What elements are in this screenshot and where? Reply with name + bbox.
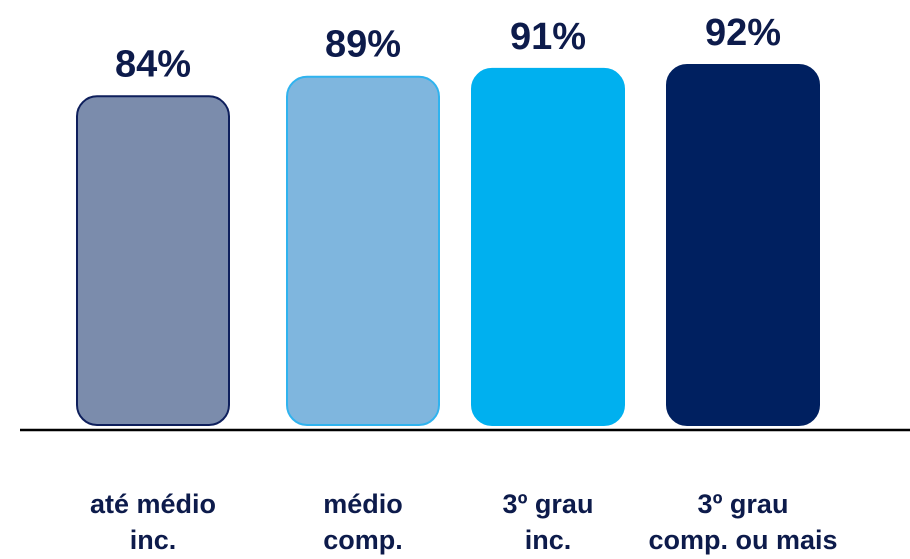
bar-1 bbox=[76, 95, 230, 426]
value-label-1: 84% bbox=[115, 43, 191, 85]
bar-4 bbox=[666, 64, 820, 426]
value-label-2: 89% bbox=[325, 24, 401, 66]
category-label-ate-medio-inc: até médio inc. bbox=[89, 489, 217, 556]
category-label-3-grau-inc: 3º grau inc. bbox=[502, 489, 594, 556]
bar-2 bbox=[286, 75, 440, 426]
value-label-4: 92% bbox=[705, 12, 781, 54]
bar-3 bbox=[471, 67, 625, 426]
category-label-3-grau-comp-ou-mais: 3º grau comp. ou mais bbox=[648, 489, 838, 556]
category-label-medio-comp: médio comp. bbox=[323, 489, 403, 556]
value-label-3: 91% bbox=[510, 16, 586, 58]
